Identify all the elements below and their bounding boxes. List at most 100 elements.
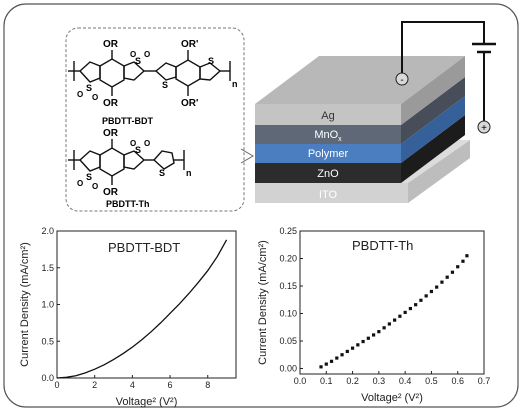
th-s-left-label: S	[86, 172, 92, 182]
bdt-orp-bottom-label: OR'	[181, 98, 198, 109]
bdt-n-label: n	[232, 79, 238, 89]
y-axis-label: Current Density (mA/cm²)	[257, 240, 269, 365]
x-tick-label: 0.1	[320, 376, 333, 386]
data-point	[324, 362, 328, 366]
y-tick-label: 2.0	[41, 226, 54, 236]
outer-frame	[3, 3, 519, 408]
bdt-s-bdt2-label: S	[208, 56, 214, 66]
data-point	[356, 343, 360, 347]
x-tick-label: 8	[205, 380, 210, 390]
data-point	[414, 303, 418, 307]
th-o2-label: O	[92, 182, 98, 191]
y-axis-label: Current Density (mA/cm²)	[19, 242, 31, 367]
layer-label-zno: ZnO	[317, 168, 339, 180]
bdt-orp-top-label: OR'	[181, 39, 198, 50]
y-tick-label: 0.0	[41, 373, 54, 383]
data-point	[319, 365, 323, 369]
x-tick-label: 0.7	[478, 376, 491, 386]
y-tick-label: 0.00	[279, 364, 297, 374]
data-point	[435, 285, 439, 289]
plus-terminal	[477, 120, 491, 134]
bdt-or-bottom-label: OR	[103, 98, 119, 109]
layer-label-mnox: MnOx	[314, 129, 342, 143]
data-point	[393, 318, 397, 322]
th-s-right-label: S	[135, 145, 141, 155]
circuit	[401, 21, 496, 122]
x-tick-label: 0.4	[399, 376, 412, 386]
data-point	[372, 333, 376, 337]
layer-label-polymer: Polymer	[308, 148, 349, 160]
layer-label-ito: ITO	[319, 189, 338, 201]
mnox-side	[401, 77, 465, 144]
th-o1-label: O	[77, 179, 83, 188]
bdt-or-top-label: OR	[103, 39, 119, 50]
data-point	[340, 353, 344, 357]
data-point	[440, 280, 444, 284]
data-point	[387, 322, 391, 326]
plot-area	[299, 230, 485, 375]
data-point	[361, 339, 365, 344]
mnox-front	[255, 125, 401, 144]
y-tick-label: 0.10	[279, 309, 297, 319]
molecule-pbdtt-th	[68, 139, 185, 185]
x-tick-label: 0	[54, 380, 59, 390]
th-o4-label: O	[144, 139, 150, 148]
layer-label-ag: Ag	[321, 110, 334, 122]
molecule-pbdtt-bdt	[68, 50, 231, 96]
chart-title: PBDTT-Th	[352, 238, 413, 253]
data-point	[398, 314, 402, 318]
data-point	[429, 289, 434, 294]
ito-front	[255, 183, 408, 203]
bdt-name-label: PBDTT-BDT	[102, 116, 153, 126]
x-tick-label: 0.2	[346, 376, 359, 386]
x-tick-label: 4	[130, 380, 135, 390]
th-s-thiophene-label: S	[159, 168, 165, 178]
x-tick-label: 0.0	[294, 376, 307, 386]
data-point	[335, 356, 339, 360]
data-point	[450, 270, 455, 274]
minus-terminal	[395, 72, 409, 86]
bdt-s-bdt1-label: S	[162, 80, 168, 90]
data-point	[366, 336, 370, 340]
y-tick-label: 0.20	[279, 254, 297, 264]
zno-side	[401, 115, 465, 183]
polymer-side	[401, 96, 465, 163]
data-point	[329, 359, 334, 363]
chart-pbdtt-bdt: 0.0 0.5 1.0 1.5 2.0 0 2 4 6 8 PBDTT-BDT Voltage² (V…	[19, 226, 237, 408]
bdt-o2-label: O	[92, 93, 98, 102]
bdt-s-right-label: S	[135, 56, 141, 66]
series-line	[56, 239, 228, 379]
data-point	[461, 259, 465, 263]
data-point	[445, 275, 449, 279]
x-axis-label: Voltage² (V²)	[361, 392, 423, 404]
data-point	[419, 298, 423, 302]
data-point	[408, 306, 412, 311]
data-point	[345, 349, 349, 354]
data-point	[465, 254, 469, 258]
data-point	[456, 265, 460, 269]
x-tick-label: 2	[92, 380, 97, 390]
chart-title: PBDTT-BDT	[108, 240, 180, 255]
th-o3-label: O	[130, 139, 136, 148]
pointer-arrow	[240, 148, 254, 164]
x-axis-label: Voltage² (V²)	[116, 396, 178, 408]
molecule-box	[65, 27, 245, 212]
ag-side	[401, 56, 465, 125]
th-or-top-label: OR	[103, 128, 119, 139]
plus-sign: +	[481, 123, 487, 134]
data-point	[424, 294, 428, 298]
th-name-label: PBDTT-Th	[106, 199, 150, 209]
x-tick-label: 0.6	[451, 376, 464, 386]
data-point	[403, 310, 407, 314]
th-or-bottom-label: OR	[103, 187, 119, 198]
ag-front	[255, 104, 401, 125]
x-tick-label: 6	[168, 380, 173, 390]
x-tick-label: 0.3	[373, 376, 386, 386]
x-tick-label: 0.5	[425, 376, 438, 386]
y-tick-label: 0.05	[279, 336, 297, 346]
device-stack	[255, 56, 470, 203]
y-tick-label: 0.25	[279, 226, 297, 236]
chart-pbdtt-th: 0.00 0.05 0.10 0.15 0.20 0.25 0.0 0.1 0.2 0.3 0.4 0…	[257, 226, 490, 404]
bdt-o1-label: O	[77, 90, 83, 99]
